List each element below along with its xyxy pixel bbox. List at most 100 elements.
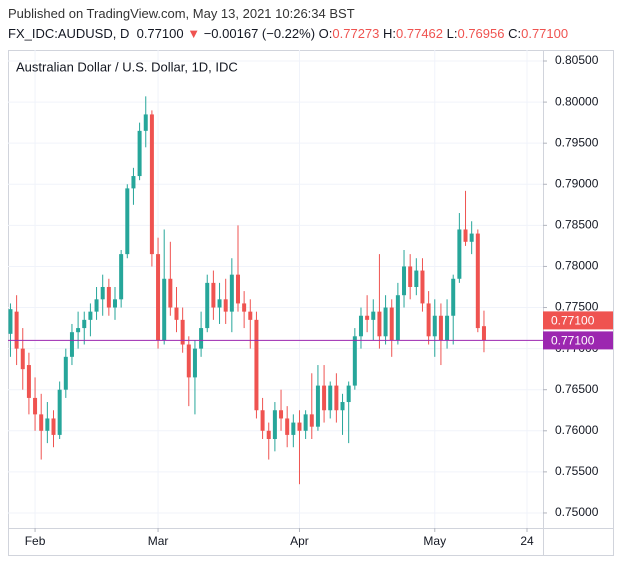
candle-body — [322, 385, 327, 411]
close-label: 0.77100 — [551, 314, 595, 328]
candle-body — [217, 299, 222, 308]
candle-body — [426, 303, 431, 337]
candle-body — [408, 266, 413, 287]
candle-body — [266, 430, 271, 440]
candle-body — [365, 315, 370, 320]
candle-body — [340, 402, 345, 411]
candle-body — [156, 254, 161, 341]
candle-body — [192, 348, 197, 378]
candle-body — [371, 311, 376, 320]
candle-body — [469, 233, 474, 242]
candle-body — [352, 336, 357, 386]
candle-body — [39, 414, 44, 431]
y-tick-label: 0.78500 — [555, 218, 599, 232]
candle-body — [113, 299, 117, 308]
candle-body — [254, 319, 259, 411]
symbol-line: FX_IDC:AUDUSD, D 0.77100 ▼ −0.00167 (−0.… — [8, 26, 568, 41]
plot — [8, 96, 543, 485]
x-tick-label: Feb — [25, 534, 46, 548]
candle-body — [143, 114, 148, 131]
candle-body — [260, 410, 265, 431]
ohlc-label: H: — [383, 26, 397, 41]
y-tick-label: 0.75500 — [555, 464, 599, 478]
candle-body — [168, 278, 173, 308]
candle-body — [51, 418, 56, 435]
candle-body — [45, 418, 50, 431]
y-tick-label: 0.76500 — [555, 382, 599, 396]
candle-body — [291, 422, 296, 435]
candle-body — [279, 410, 284, 419]
candle-body — [346, 385, 351, 403]
candle-body — [106, 286, 111, 308]
candle-body — [272, 410, 277, 440]
candle-body — [76, 328, 81, 333]
candle-body — [186, 344, 191, 378]
candle-body — [137, 130, 142, 177]
x-tick-label: 24 — [520, 534, 534, 548]
x-tick-label: May — [423, 534, 446, 548]
candle-body — [20, 348, 25, 370]
change-arrow: ▼ — [187, 26, 201, 41]
candle-body — [481, 326, 486, 341]
ohlc-value: 0.77273 — [332, 26, 380, 41]
price: 0.77100 — [136, 26, 184, 41]
candle-body — [475, 233, 480, 329]
ohlc-value: 0.76956 — [457, 26, 505, 41]
frame — [8, 50, 614, 556]
candle-body — [69, 332, 74, 357]
candle-body — [457, 229, 462, 279]
candle-body — [414, 270, 419, 287]
candle-body — [180, 319, 185, 345]
ohlc: O:0.77273 H:0.77462 L:0.76956 C:0.77100 — [319, 26, 568, 41]
x-tick-label: Apr — [290, 534, 309, 548]
candle-body — [33, 397, 38, 415]
candle-body — [235, 274, 240, 304]
candle-body — [100, 286, 105, 300]
candle-body — [162, 278, 167, 341]
x-tick-label: Mar — [148, 534, 169, 548]
candle-body — [303, 414, 308, 431]
published-line: Published on TradingView.com, May 13, 20… — [8, 6, 355, 21]
candle-body — [451, 278, 456, 316]
candle-body — [125, 188, 130, 255]
y-tick-label: 0.79500 — [555, 135, 599, 149]
candle-body — [57, 389, 62, 435]
candle-body — [432, 315, 437, 337]
candle-body — [285, 418, 290, 435]
y-tick-label: 0.78000 — [555, 259, 599, 273]
candle-body — [211, 282, 216, 308]
symbol: FX_IDC:AUDUSD, D — [8, 26, 130, 41]
candle-body — [438, 315, 443, 341]
candle-body — [420, 270, 425, 304]
y-tick-label: 0.77500 — [555, 300, 599, 314]
candle-body — [119, 254, 124, 300]
candle-body — [14, 311, 19, 349]
candle-body — [377, 311, 382, 337]
candle-body — [88, 311, 93, 320]
price-line-label: 0.77100 — [551, 334, 595, 348]
candle-body — [463, 229, 468, 242]
candle-body — [358, 315, 363, 337]
y-tick-label: 0.80500 — [555, 53, 599, 67]
ohlc-label: O: — [318, 26, 333, 41]
candle-body — [205, 282, 210, 329]
published: Published on TradingView.com, May 13, 20… — [8, 6, 355, 21]
candle-body — [82, 319, 87, 329]
candle-body — [223, 299, 228, 312]
ohlc-value: 0.77100 — [521, 26, 569, 41]
candle-body — [315, 385, 320, 427]
y-tick-label: 0.76000 — [555, 423, 599, 437]
grid — [8, 50, 543, 528]
candle-body — [389, 307, 394, 341]
candle-body — [229, 274, 234, 312]
candle-body — [328, 385, 333, 411]
y-tick-label: 0.79000 — [555, 176, 599, 190]
ohlc-value: 0.77462 — [396, 26, 444, 41]
ohlc-label: C: — [508, 26, 522, 41]
candle-body — [297, 422, 302, 431]
candle-body — [94, 299, 99, 312]
candle-body — [8, 309, 13, 334]
change: −0.00167 (−0.22%) — [203, 26, 316, 41]
